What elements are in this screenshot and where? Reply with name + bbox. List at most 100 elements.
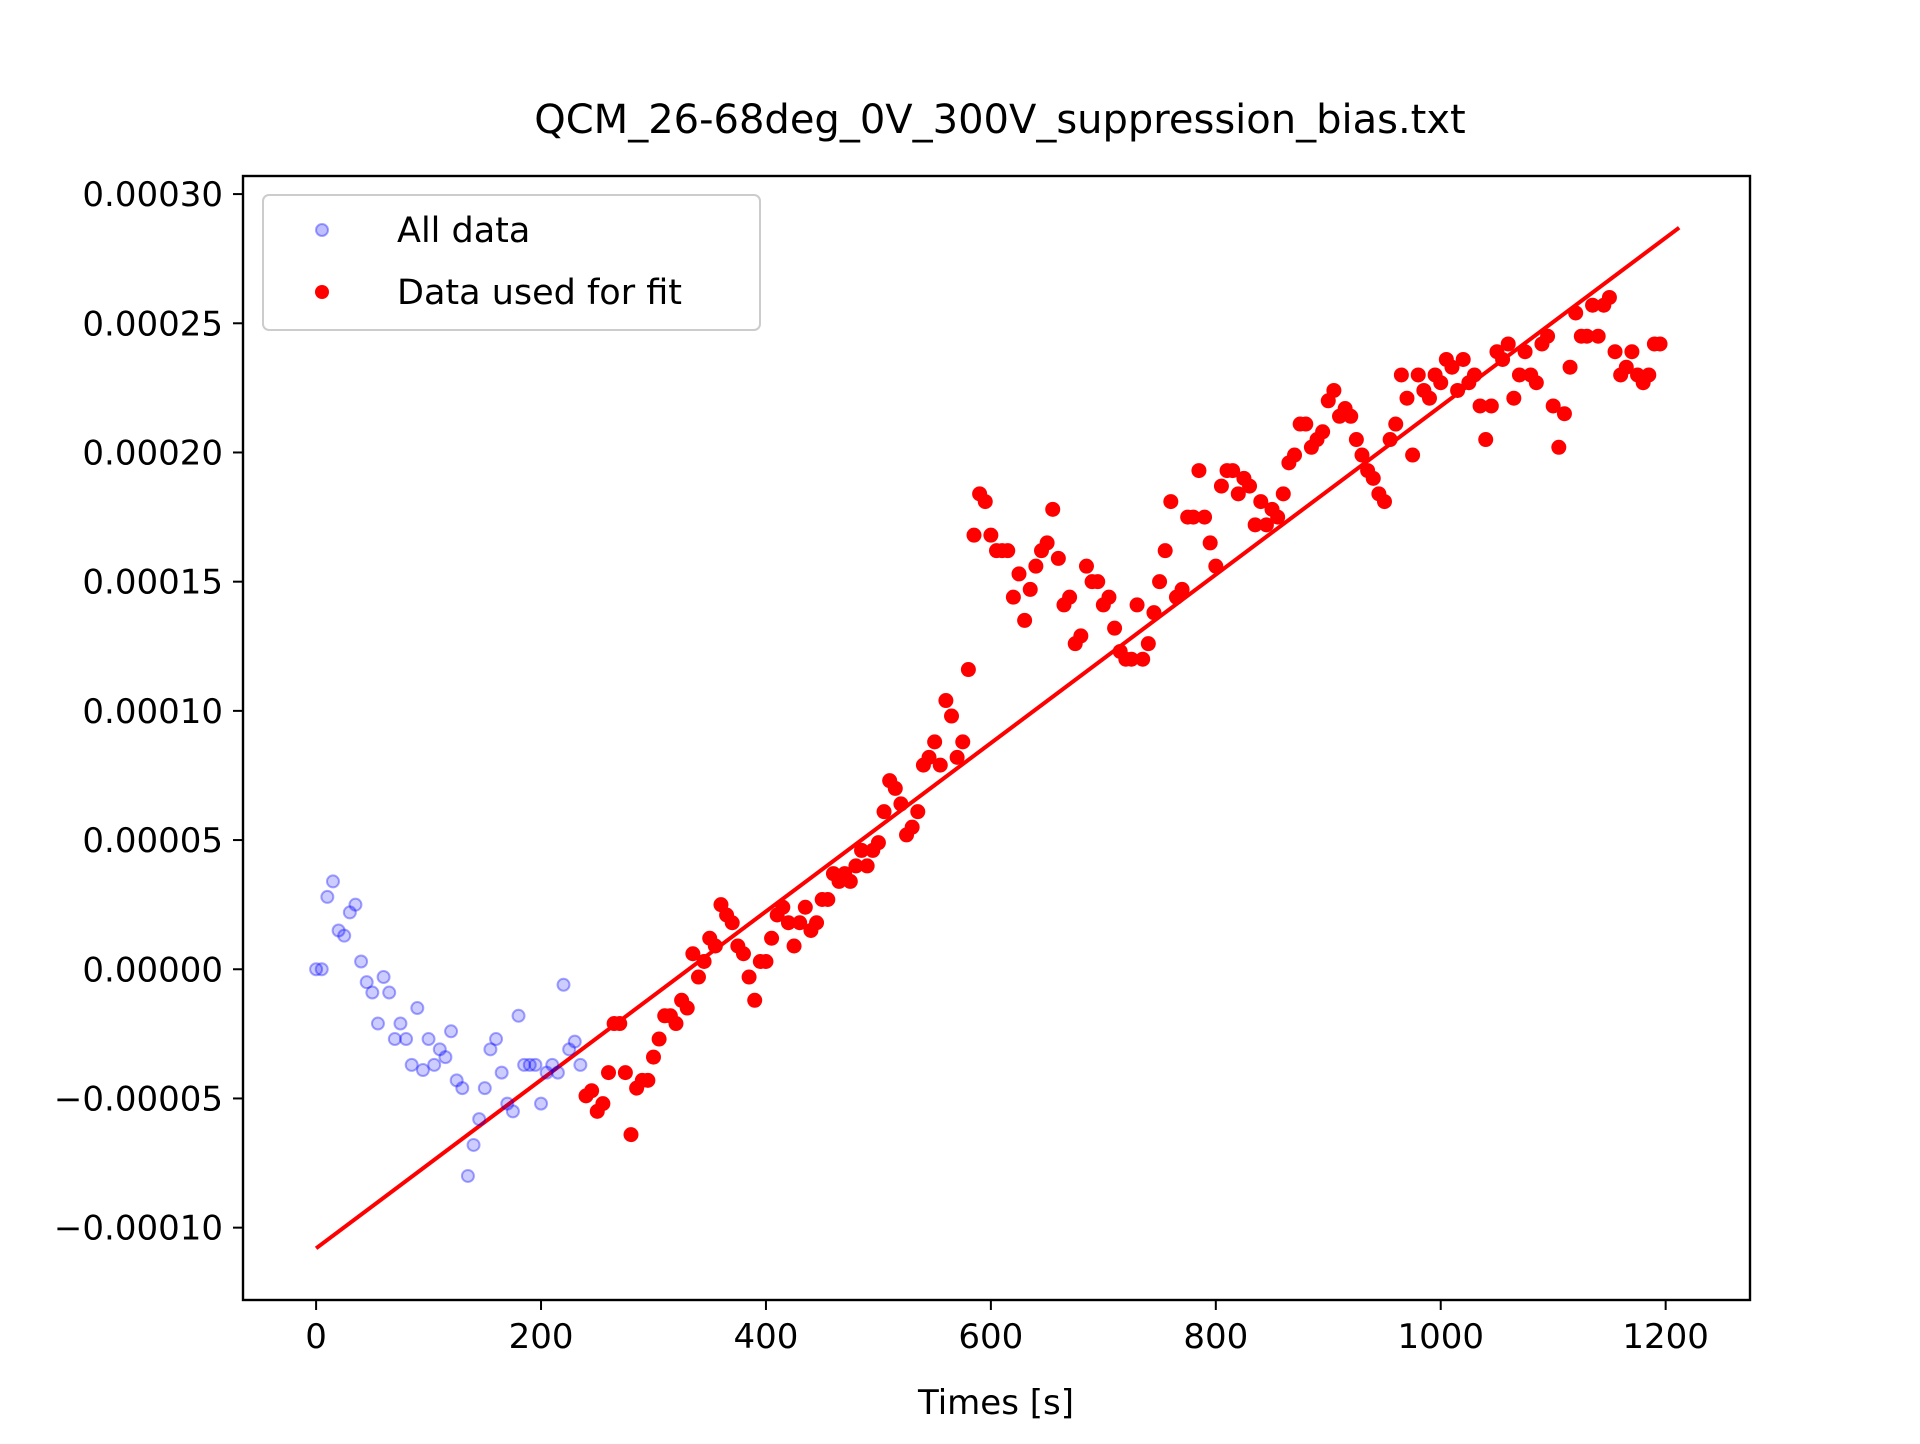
- point-data-used-for-fit: [1641, 367, 1657, 383]
- point-data-used-for-fit: [876, 804, 892, 820]
- point-data-used-for-fit: [623, 1127, 639, 1143]
- point-data-used-for-fit: [1399, 390, 1415, 406]
- point-data-used-for-fit: [1607, 344, 1623, 360]
- point-data-used-for-fit: [679, 1000, 695, 1016]
- point-data-used-for-fit: [1326, 382, 1342, 398]
- x-tick-label: 800: [1183, 1317, 1248, 1357]
- point-data-used-for-fit: [1135, 651, 1151, 667]
- point-all-data: [500, 1096, 515, 1111]
- point-data-used-for-fit: [1000, 543, 1016, 559]
- y-axis: −0.00010 −0.00005 0.00000 0.00005 0.00010 0.0…: [54, 175, 243, 1249]
- point-data-used-for-fit: [601, 1065, 617, 1081]
- point-data-used-for-fit: [1433, 375, 1449, 391]
- point-data-used-for-fit: [1129, 597, 1145, 613]
- point-data-used-for-fit: [1213, 478, 1229, 494]
- point-all-data: [539, 1065, 554, 1080]
- point-data-used-for-fit: [966, 527, 982, 543]
- point-all-data: [320, 889, 335, 904]
- point-data-used-for-fit: [1562, 359, 1578, 375]
- point-data-used-for-fit: [1247, 517, 1263, 533]
- point-data-used-for-fit: [1466, 367, 1482, 383]
- x-tick-label: 200: [509, 1317, 574, 1357]
- point-data-used-for-fit: [1090, 574, 1106, 590]
- point-data-used-for-fit: [595, 1096, 611, 1112]
- legend-label-data-used-for-fit: Data used for fit: [397, 273, 682, 313]
- point-all-data: [534, 1096, 549, 1111]
- point-data-used-for-fit: [1242, 478, 1258, 494]
- point-data-used-for-fit: [1590, 328, 1606, 344]
- point-data-used-for-fit: [854, 842, 870, 858]
- point-data-used-for-fit: [1230, 486, 1246, 502]
- point-all-data: [556, 977, 571, 992]
- point-data-used-for-fit: [1579, 328, 1595, 344]
- point-data-used-for-fit: [1528, 375, 1544, 391]
- point-data-used-for-fit: [1365, 470, 1381, 486]
- point-data-used-for-fit: [938, 693, 954, 709]
- point-all-data: [410, 1001, 425, 1016]
- point-all-data: [393, 1016, 408, 1031]
- point-data-used-for-fit: [764, 930, 780, 946]
- point-all-data: [342, 905, 357, 920]
- point-data-used-for-fit: [1472, 398, 1488, 414]
- point-data-used-for-fit: [612, 1016, 628, 1032]
- point-all-data: [567, 1034, 582, 1049]
- point-all-data: [455, 1081, 470, 1096]
- point-data-used-for-fit: [893, 796, 909, 812]
- point-all-data: [382, 985, 397, 1000]
- point-all-data: [545, 1057, 560, 1072]
- point-data-used-for-fit: [1495, 351, 1511, 367]
- point-all-data: [528, 1057, 543, 1072]
- point-data-used-for-fit: [1185, 509, 1201, 525]
- point-data-used-for-fit: [792, 915, 808, 931]
- point-all-data: [477, 1081, 492, 1096]
- point-data-used-for-fit: [1050, 550, 1066, 566]
- x-tick-label: 400: [733, 1317, 798, 1357]
- point-data-used-for-fit: [1140, 636, 1156, 652]
- point-data-used-for-fit: [1382, 432, 1398, 448]
- point-data-used-for-fit: [848, 858, 864, 874]
- y-tick-label: 0.00025: [82, 304, 223, 344]
- point-data-used-for-fit: [1039, 535, 1055, 551]
- point-data-used-for-fit: [932, 757, 948, 773]
- point-data-used-for-fit: [668, 1016, 684, 1032]
- point-all-data: [444, 1024, 459, 1039]
- point-data-used-for-fit: [921, 749, 937, 765]
- point-data-used-for-fit: [1107, 620, 1123, 636]
- point-data-used-for-fit: [741, 969, 757, 985]
- point-data-used-for-fit: [1556, 406, 1572, 422]
- point-all-data: [359, 975, 374, 990]
- point-data-used-for-fit: [640, 1072, 656, 1088]
- point-data-used-for-fit: [1393, 367, 1409, 383]
- point-all-data: [460, 1168, 475, 1183]
- point-data-used-for-fit: [1545, 398, 1561, 414]
- x-tick-label: 600: [958, 1317, 1023, 1357]
- point-all-data: [505, 1104, 520, 1119]
- point-data-used-for-fit: [1601, 289, 1617, 305]
- point-data-used-for-fit: [1208, 558, 1224, 574]
- legend: All data Data used for fit: [262, 194, 761, 331]
- point-all-data: [438, 1050, 453, 1065]
- point-all-data: [432, 1042, 447, 1057]
- point-data-used-for-fit: [747, 992, 763, 1008]
- point-data-used-for-fit: [735, 946, 751, 962]
- y-tick-label: 0.00015: [82, 563, 223, 603]
- x-tick-label: 0: [305, 1317, 327, 1357]
- legend-marker-all-data: [315, 223, 329, 237]
- point-all-data: [427, 1057, 442, 1072]
- point-data-used-for-fit: [1287, 447, 1303, 463]
- point-data-used-for-fit: [1517, 344, 1533, 360]
- point-all-data: [376, 970, 391, 985]
- point-data-used-for-fit: [651, 1031, 667, 1047]
- point-data-used-for-fit: [1421, 390, 1437, 406]
- point-data-used-for-fit: [927, 734, 943, 750]
- point-data-used-for-fit: [1624, 344, 1640, 360]
- point-data-used-for-fit: [1315, 424, 1331, 440]
- point-data-used-for-fit: [1568, 305, 1584, 321]
- x-tick-label: 1000: [1397, 1317, 1484, 1357]
- point-data-used-for-fit: [904, 819, 920, 835]
- point-all-data: [337, 928, 352, 943]
- point-all-data: [466, 1137, 481, 1152]
- point-data-used-for-fit: [786, 938, 802, 954]
- point-data-used-for-fit: [696, 954, 712, 970]
